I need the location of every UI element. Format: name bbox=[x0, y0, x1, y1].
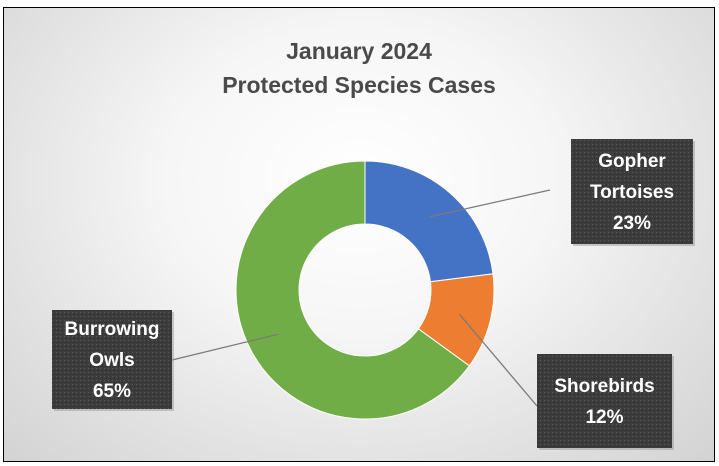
data-label-shorebirds: Shorebirds 12% bbox=[537, 354, 674, 450]
donut-slice-burrowing-owls bbox=[235, 160, 471, 420]
donut-slice-gopher-tortoises bbox=[364, 160, 494, 283]
chart-title: January 2024 Protected Species Cases bbox=[4, 34, 714, 102]
data-label-shorebirds-line-2: 12% bbox=[585, 407, 623, 428]
data-label-burrowing-owls-line-1: Burrowing bbox=[65, 319, 160, 340]
chart-area: January 2024 Protected Species Cases Gop… bbox=[3, 7, 715, 462]
data-label-burrowing-owls: Burrowing Owls 65% bbox=[52, 310, 174, 411]
chart-title-line-2: Protected Species Cases bbox=[222, 72, 496, 98]
leader-line-burrowing-owls bbox=[171, 333, 279, 361]
data-label-gopher-tortoises-line-2: Tortoises bbox=[590, 182, 674, 203]
leader-line-gopher-tortoises bbox=[429, 189, 551, 218]
chart-title-line-1: January 2024 bbox=[286, 38, 432, 64]
donut-chart: Gopher Tortoises 23% Shorebirds 12% Burrowing… bbox=[52, 139, 695, 450]
data-label-burrowing-owls-line-3: 65% bbox=[93, 381, 131, 402]
data-label-gopher-tortoises: Gopher Tortoises 23% bbox=[571, 139, 695, 246]
data-label-gopher-tortoises-line-3: 23% bbox=[613, 213, 651, 234]
leader-line-shorebirds bbox=[458, 313, 538, 407]
data-label-burrowing-owls-line-2: Owls bbox=[89, 350, 134, 371]
data-label-shorebirds-line-1: Shorebirds bbox=[554, 376, 654, 397]
data-label-gopher-tortoises-line-1: Gopher bbox=[598, 151, 666, 172]
